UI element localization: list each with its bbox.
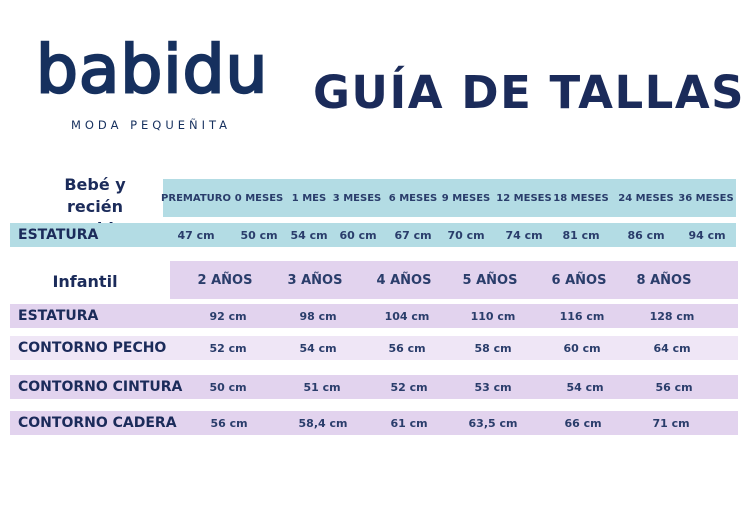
value-cell: 81 cm <box>562 228 600 242</box>
baby-size-6: 12 MESES <box>496 192 552 204</box>
value-cell: 74 cm <box>505 228 543 242</box>
row-label: ESTATURA <box>18 227 99 243</box>
infantil-section-label: Infantil <box>52 272 118 291</box>
brand-logo: babidu MODA PEQUEÑITA <box>35 31 269 132</box>
infantil-size-4: 6 AÑOS <box>551 272 607 288</box>
value-cell: 47 cm <box>177 228 215 242</box>
value-cell: 110 cm <box>470 309 516 323</box>
value-cell: 128 cm <box>649 309 695 323</box>
value-cell: 86 cm <box>627 228 665 242</box>
row-label: CONTORNO CADERA <box>18 415 177 431</box>
infantil-size-2: 4 AÑOS <box>376 272 432 288</box>
value-cell: 61 cm <box>390 416 428 430</box>
baby-size-9: 36 MESES <box>678 192 734 204</box>
value-cell: 104 cm <box>384 309 430 323</box>
infantil-row-estatura: ESTATURA 92 cm 98 cm 104 cm 110 cm 116 c… <box>10 304 738 328</box>
baby-row-estatura: ESTATURA 47 cm 50 cm 54 cm 60 cm 67 cm 7… <box>10 223 736 247</box>
value-cell: 50 cm <box>209 380 247 394</box>
infantil-row-contorno-cintura: CONTORNO CINTURA 50 cm 51 cm 52 cm 53 cm… <box>10 375 738 399</box>
brand-tagline: MODA PEQUEÑITA <box>70 118 232 132</box>
value-cell: 50 cm <box>240 228 278 242</box>
value-cell: 92 cm <box>209 309 247 323</box>
baby-size-header: PREMATURO 0 MESES 1 MES 3 MESES 6 MESES … <box>161 179 736 217</box>
value-cell: 54 cm <box>299 341 337 355</box>
value-cell: 52 cm <box>390 380 428 394</box>
value-cell: 60 cm <box>563 341 601 355</box>
value-cell: 98 cm <box>299 309 337 323</box>
infantil-size-5: 8 AÑOS <box>636 272 692 288</box>
value-cell: 94 cm <box>688 228 726 242</box>
value-cell: 64 cm <box>653 341 691 355</box>
infantil-row-contorno-cadera: CONTORNO CADERA 56 cm 58,4 cm 61 cm 63,5… <box>10 411 738 435</box>
baby-size-5: 9 MESES <box>441 192 491 204</box>
infantil-size-3: 5 AÑOS <box>462 272 518 288</box>
baby-size-8: 24 MESES <box>618 192 674 204</box>
value-cell: 58,4 cm <box>298 416 348 430</box>
baby-size-4: 6 MESES <box>388 192 438 204</box>
baby-size-0: PREMATURO <box>161 192 231 204</box>
value-cell: 63,5 cm <box>468 416 518 430</box>
infantil-row-contorno-pecho: CONTORNO PECHO 52 cm 54 cm 56 cm 58 cm 6… <box>10 336 738 360</box>
value-cell: 71 cm <box>652 416 690 430</box>
value-cell: 56 cm <box>388 341 426 355</box>
page-title: GUÍA DE TALLAS <box>313 66 746 119</box>
value-cell: 56 cm <box>655 380 693 394</box>
infantil-size-header: 2 AÑOS 3 AÑOS 4 AÑOS 5 AÑOS 6 AÑOS 8 AÑO… <box>170 261 738 299</box>
value-cell: 58 cm <box>474 341 512 355</box>
baby-size-7: 18 MESES <box>553 192 609 204</box>
value-cell: 67 cm <box>394 228 432 242</box>
value-cell: 53 cm <box>474 380 512 394</box>
infantil-size-1: 3 AÑOS <box>287 272 343 288</box>
value-cell: 54 cm <box>566 380 604 394</box>
value-cell: 116 cm <box>559 309 605 323</box>
value-cell: 56 cm <box>210 416 248 430</box>
brand-name: babidu <box>35 31 269 108</box>
value-cell: 51 cm <box>303 380 341 394</box>
infantil-size-0: 2 AÑOS <box>197 272 253 288</box>
value-cell: 54 cm <box>290 228 328 242</box>
value-cell: 60 cm <box>339 228 377 242</box>
baby-label-line1: Bebé y <box>64 175 126 194</box>
value-cell: 66 cm <box>564 416 602 430</box>
row-label: CONTORNO CINTURA <box>18 379 183 395</box>
baby-size-1: 0 MESES <box>234 192 284 204</box>
baby-size-3: 3 MESES <box>332 192 382 204</box>
value-cell: 70 cm <box>447 228 485 242</box>
baby-size-2: 1 MES <box>291 192 327 204</box>
row-label: CONTORNO PECHO <box>18 340 167 356</box>
row-label: ESTATURA <box>18 308 99 324</box>
value-cell: 52 cm <box>209 341 247 355</box>
